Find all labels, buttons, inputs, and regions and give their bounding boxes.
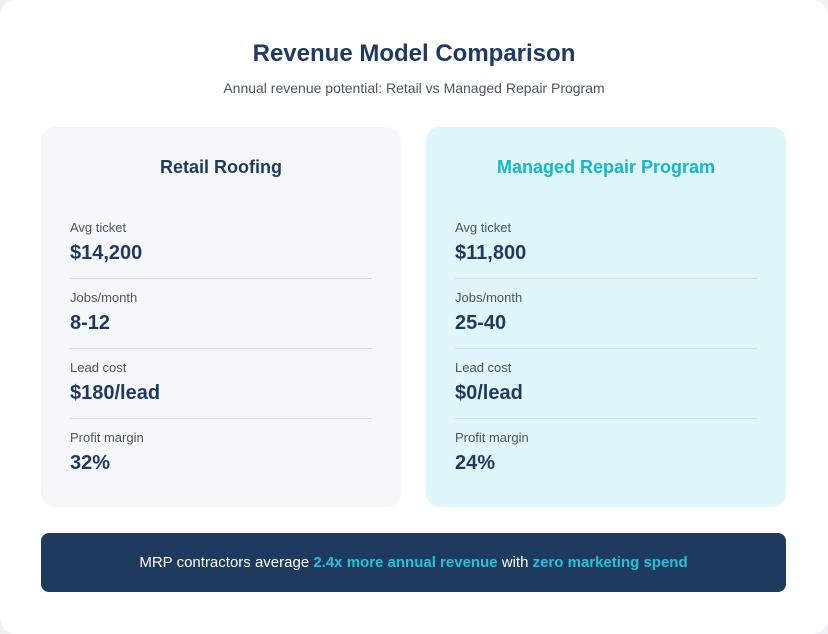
- banner-text-prefix: MRP contractors average: [139, 554, 314, 571]
- managed-repair-program-panel: Managed Repair Program Avg ticket $11,80…: [426, 127, 786, 507]
- mrp-metric-jobs-month: Jobs/month 25-40: [455, 279, 757, 349]
- page-subtitle: Annual revenue potential: Retail vs Mana…: [223, 80, 605, 96]
- mrp-panel-title: Managed Repair Program: [496, 157, 716, 177]
- metric-value: $11,800: [455, 242, 527, 264]
- metric-label: Jobs/month: [70, 290, 138, 305]
- summary-banner: MRP contractors average 2.4x more annual…: [41, 533, 786, 592]
- page-title: Revenue Model Comparison: [252, 40, 576, 67]
- metric-label: Avg ticket: [70, 220, 127, 235]
- retail-metric-jobs-month: Jobs/month 8-12: [70, 279, 372, 349]
- metric-value: 32%: [70, 452, 111, 474]
- mrp-metric-lead-cost: Lead cost $0/lead: [455, 349, 757, 419]
- metric-label: Jobs/month: [455, 290, 523, 305]
- retail-roofing-panel: Retail Roofing Avg ticket $14,200 Jobs/m…: [41, 127, 401, 507]
- banner-highlight-revenue: 2.4x more annual revenue: [313, 554, 498, 571]
- retail-metric-profit-margin: Profit margin 32%: [70, 419, 372, 489]
- metric-value: $14,200: [70, 242, 143, 264]
- retail-metric-avg-ticket: Avg ticket $14,200: [70, 209, 372, 279]
- metric-value: $180/lead: [70, 382, 161, 404]
- metric-label: Lead cost: [455, 360, 512, 375]
- metric-label: Avg ticket: [455, 220, 512, 235]
- metric-value: $0/lead: [455, 382, 523, 404]
- retail-metric-lead-cost: Lead cost $180/lead: [70, 349, 372, 419]
- mrp-metric-avg-ticket: Avg ticket $11,800: [455, 209, 757, 279]
- retail-panel-title: Retail Roofing: [160, 157, 282, 177]
- metric-value: 24%: [455, 452, 496, 474]
- metric-value: 8-12: [70, 312, 111, 334]
- metric-label: Profit margin: [70, 430, 144, 445]
- banner-text-middle: with: [497, 554, 533, 571]
- mrp-metric-profit-margin: Profit margin 24%: [455, 419, 757, 489]
- banner-highlight-marketing: zero marketing spend: [532, 554, 688, 571]
- metric-label: Lead cost: [70, 360, 127, 375]
- metric-label: Profit margin: [455, 430, 529, 445]
- metric-value: 25-40: [455, 312, 507, 334]
